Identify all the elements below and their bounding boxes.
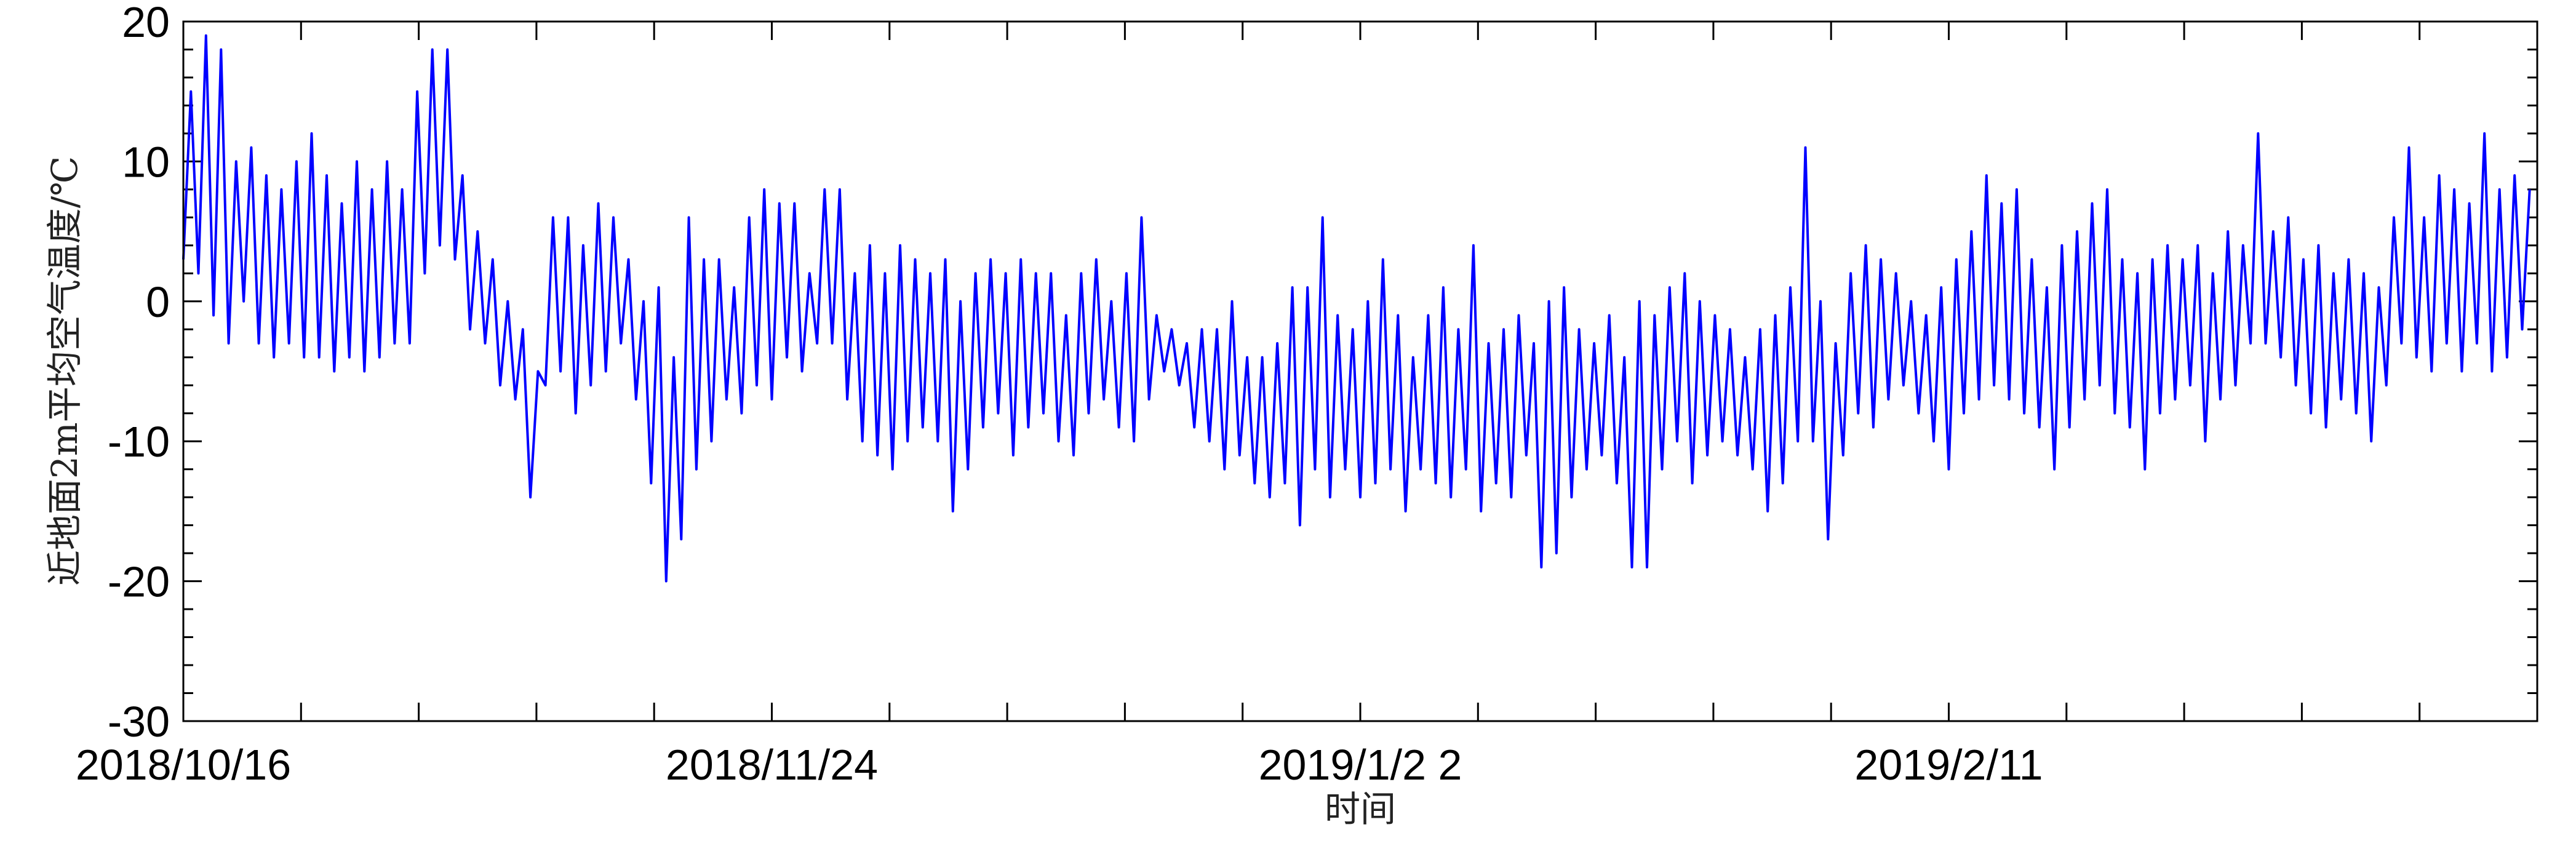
y-tick-label: -20 bbox=[108, 558, 170, 606]
x-tick-label: 2018/10/16 bbox=[76, 741, 291, 789]
x-tick-label: 2018/11/24 bbox=[666, 741, 878, 789]
y-tick-label: 0 bbox=[146, 278, 170, 326]
y-tick-label: -10 bbox=[108, 418, 170, 466]
x-tick-label: 2019/1/2 2 bbox=[1259, 741, 1462, 789]
y-axis-label: 近地面2m平均空气温度/℃ bbox=[44, 156, 86, 586]
x-axis-label: 时间 bbox=[1325, 788, 1396, 830]
y-tick-label: 10 bbox=[122, 138, 170, 186]
temperature-line bbox=[182, 34, 2531, 583]
plot-frame bbox=[182, 20, 2538, 722]
y-tick-label: 20 bbox=[122, 0, 170, 46]
y-tick-label: -30 bbox=[108, 698, 170, 746]
x-tick-label: 2019/2/11 bbox=[1854, 741, 2043, 789]
